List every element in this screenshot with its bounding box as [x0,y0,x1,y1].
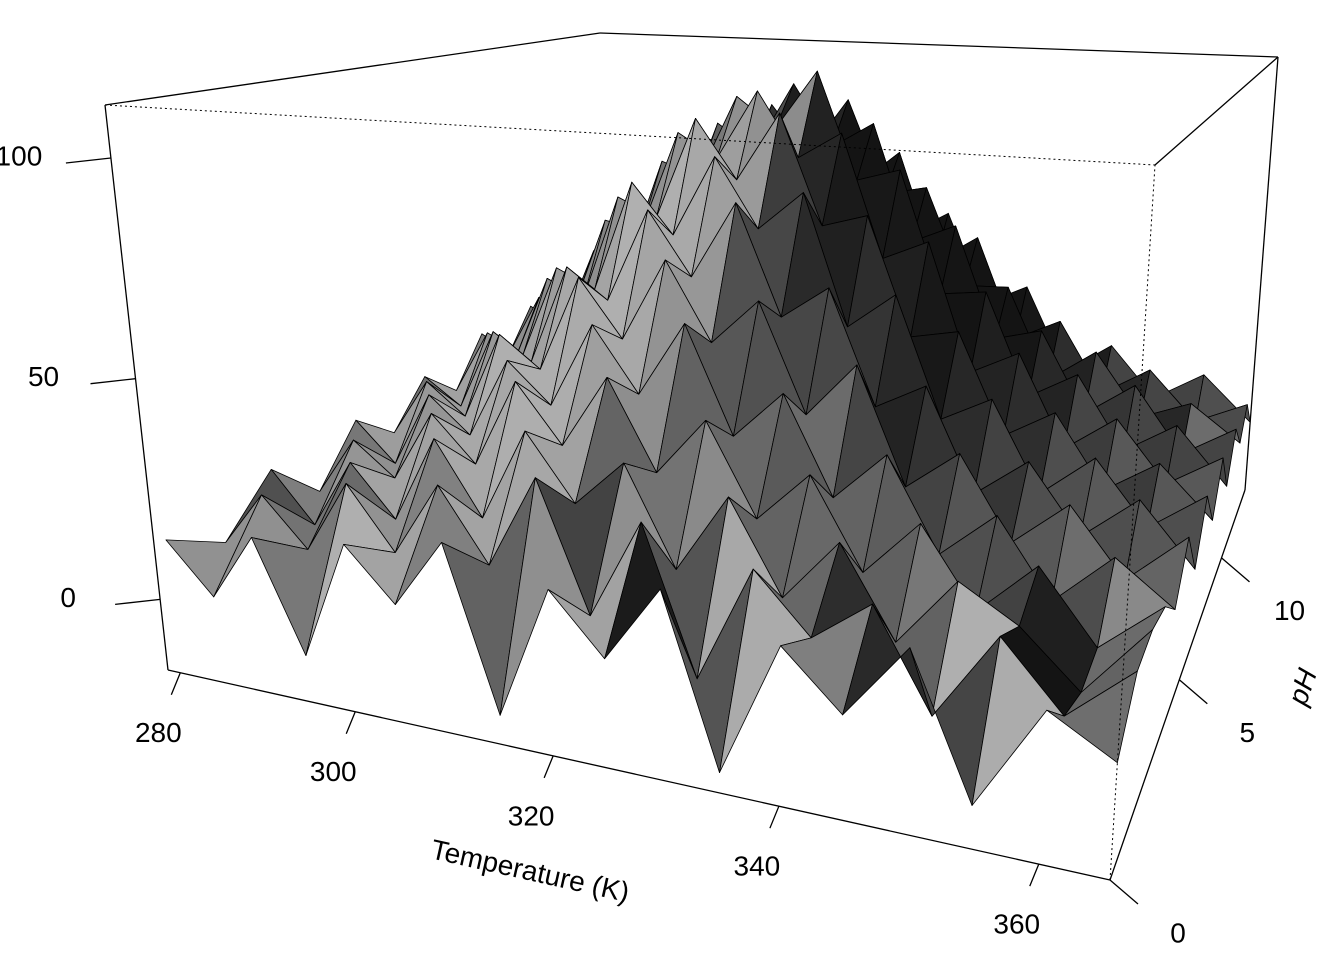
z-tick [90,378,136,385]
box-edge [1109,489,1246,881]
y-tick-label: 5 [1240,717,1256,748]
box-edge [104,32,601,106]
y-tick [1221,557,1250,583]
y-tick [1109,879,1139,905]
x-axis-label: Temperature (K) [428,834,632,908]
x-tick [543,755,554,779]
x-tick-label: 360 [993,909,1040,940]
box-edge [104,104,169,671]
box-edge [599,32,1279,58]
y-tick-label: 10 [1274,595,1305,626]
y-axis-label: pH [1282,664,1324,710]
x-tick [769,805,780,829]
x-tick [345,711,356,734]
x-tick [170,672,181,695]
z-tick [65,157,111,164]
z-tick-label: 50 [28,361,59,392]
box-edge [167,669,1111,881]
x-tick-label: 320 [508,800,555,831]
x-tick-label: 300 [310,756,357,787]
box-edge [1244,56,1279,491]
y-tick [1178,679,1208,705]
box-back [104,32,1279,881]
z-tick-label: 100 [0,140,42,171]
box-edge-hidden [104,104,1156,166]
box-edge [1154,56,1279,166]
y-tick-label: 0 [1170,917,1186,948]
x-tick [1029,863,1040,887]
surface-facet [1046,670,1138,764]
box-front [104,104,1156,881]
z-tick [115,598,161,606]
surface [165,70,1251,806]
x-tick-label: 280 [135,717,182,748]
z-tick-label: 0 [60,582,76,613]
x-tick-label: 340 [734,851,781,882]
